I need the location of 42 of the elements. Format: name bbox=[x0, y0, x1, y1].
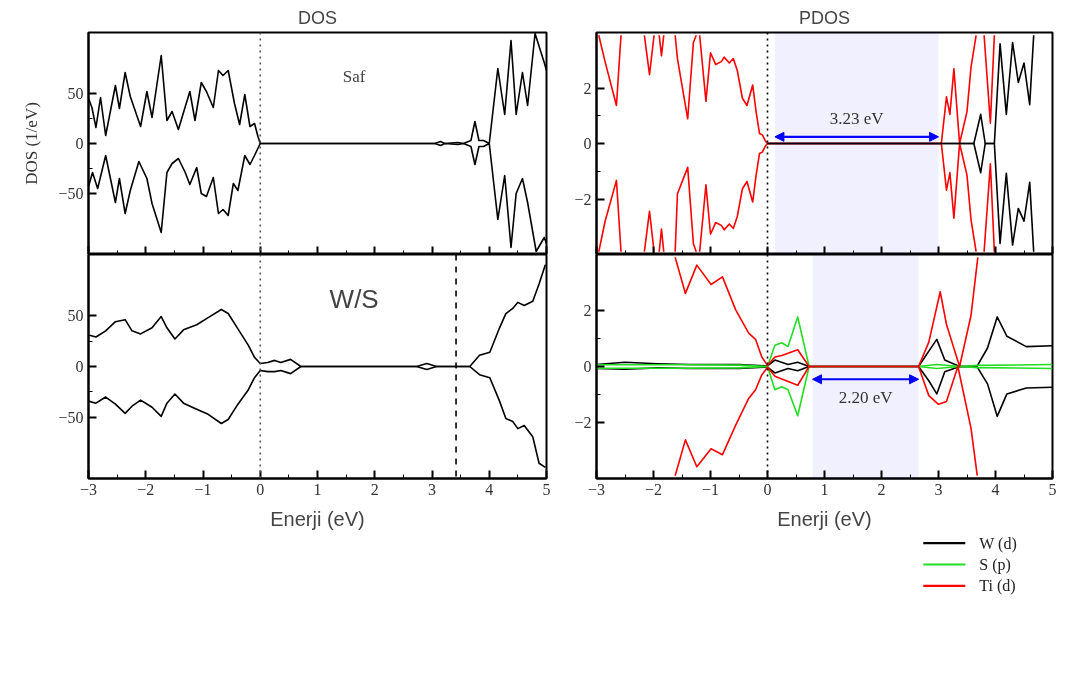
y-tick-label: 0 bbox=[75, 135, 84, 152]
x-tick-label: 0 bbox=[763, 480, 772, 498]
annotation: W/S bbox=[329, 284, 379, 315]
x-tick-label: 3 bbox=[428, 480, 436, 498]
y-tick-label: 50 bbox=[67, 85, 84, 102]
x-tick-label: 1 bbox=[820, 480, 829, 498]
chart-title: PDOS bbox=[798, 7, 851, 28]
annotation: Saf bbox=[342, 67, 366, 87]
y-axis-title: DOS (1/eV) bbox=[22, 102, 42, 185]
y-tick-label: 50 bbox=[67, 307, 84, 325]
y-tick-label: −50 bbox=[58, 185, 84, 202]
x-tick-label: 3 bbox=[934, 480, 943, 498]
x-tick-label: 4 bbox=[485, 480, 494, 498]
y-tick-label: −50 bbox=[58, 408, 84, 426]
y-tick-label: 0 bbox=[583, 135, 592, 152]
x-axis-title: Enerji (eV) bbox=[777, 507, 872, 530]
y-tick-label: −2 bbox=[574, 190, 592, 208]
legend-label: S (p) bbox=[979, 556, 1011, 574]
band-label: 3.23 eV bbox=[829, 108, 885, 128]
y-tick-label: 0 bbox=[583, 358, 592, 375]
x-axis-title: Enerji (eV) bbox=[270, 507, 365, 530]
x-tick-label: 5 bbox=[1048, 480, 1057, 498]
x-tick-label: 0 bbox=[256, 480, 265, 498]
x-tick-label: −2 bbox=[137, 480, 155, 498]
chart-title: DOS bbox=[298, 7, 338, 28]
y-tick-label: 2 bbox=[583, 302, 592, 319]
x-tick-label: 4 bbox=[991, 480, 1000, 498]
x-tick-label: 2 bbox=[370, 480, 379, 498]
x-tick-label: 1 bbox=[313, 480, 322, 498]
y-tick-label: −2 bbox=[574, 414, 592, 431]
x-tick-label: −3 bbox=[79, 480, 98, 498]
legend-label: Ti (d) bbox=[979, 577, 1016, 596]
x-tick-label: −3 bbox=[587, 480, 606, 498]
x-tick-label: −1 bbox=[194, 480, 212, 498]
band-label: 2.20 eV bbox=[838, 388, 894, 408]
x-tick-label: 5 bbox=[542, 480, 551, 498]
y-tick-label: 0 bbox=[75, 358, 84, 375]
legend-label: W (d) bbox=[979, 534, 1017, 553]
x-tick-label: 2 bbox=[877, 480, 886, 498]
y-tick-label: 2 bbox=[583, 79, 592, 97]
x-tick-label: −2 bbox=[644, 480, 663, 498]
x-tick-label: −1 bbox=[701, 480, 720, 498]
